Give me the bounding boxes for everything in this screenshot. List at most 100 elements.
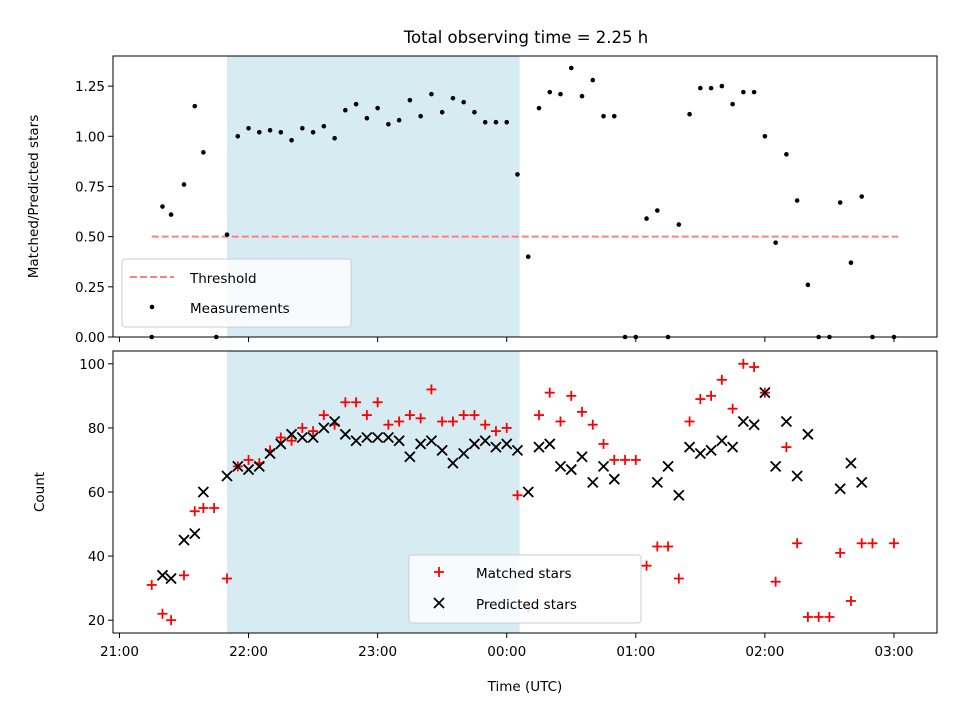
predicted-star-point xyxy=(275,438,287,450)
matched-star-point xyxy=(243,454,254,465)
measurement-point xyxy=(515,172,520,177)
predicted-star-point xyxy=(242,463,255,476)
cross-stroke-b xyxy=(221,470,233,482)
matched-star-point xyxy=(566,390,577,401)
cross-stroke-b xyxy=(165,572,177,585)
cross-stroke-b xyxy=(458,447,470,460)
y-tick-label: 20 xyxy=(88,613,105,629)
legend-predicted-swatch xyxy=(433,597,445,609)
y-tick-label: 1.25 xyxy=(75,79,105,95)
predicted-star-point xyxy=(393,435,405,447)
y-tick-label: 80 xyxy=(88,421,105,437)
measurement-point xyxy=(407,97,413,103)
matched-star-point xyxy=(178,570,189,581)
x-tick-label: 03:00 xyxy=(875,644,914,660)
cross-stroke-b xyxy=(339,428,351,440)
cross-stroke-b xyxy=(522,486,534,498)
predicted-star-point xyxy=(501,438,513,450)
legend-x-marker xyxy=(433,597,445,609)
matched-star-point xyxy=(867,538,878,549)
measurement-point xyxy=(741,89,746,95)
predicted-star-point xyxy=(415,438,427,450)
measurement-point xyxy=(837,200,843,205)
measurement-point xyxy=(461,99,466,105)
measurement-point xyxy=(429,91,434,97)
cross-stroke-b xyxy=(544,438,556,450)
measurement-point xyxy=(181,182,187,187)
measurement-point xyxy=(644,216,649,221)
cross-stroke-b xyxy=(232,460,244,473)
measurement-point xyxy=(773,240,778,245)
predicted-star-point xyxy=(856,476,868,489)
measurement-point xyxy=(655,208,660,213)
measurement-point xyxy=(418,113,423,119)
predicted-star-point xyxy=(587,476,599,489)
matched-star-point xyxy=(146,579,157,590)
cross-stroke-b xyxy=(694,447,706,460)
legend-matched-label: Matched stars xyxy=(476,566,572,582)
legend-plus-marker xyxy=(434,567,444,577)
predicted-star-point xyxy=(791,470,803,482)
matched-star-point xyxy=(544,387,555,398)
matched-star-point xyxy=(673,573,684,584)
matched-star-point xyxy=(394,416,405,427)
matched-star-point xyxy=(275,432,286,443)
measurement-point xyxy=(310,129,316,135)
ratio-axis-ticks: 0.00 0.25 0.50 0.75 1.00 1.25 xyxy=(75,79,895,346)
predicted-star-point xyxy=(608,473,620,485)
measurement-point xyxy=(256,129,262,135)
measurement-point xyxy=(708,85,714,91)
cross-stroke-b xyxy=(533,441,545,453)
cross-stroke-b xyxy=(759,387,771,399)
cross-stroke-b xyxy=(565,463,577,476)
matched-star-point xyxy=(340,397,351,408)
predicted-star-point xyxy=(748,419,760,431)
matched-star-point xyxy=(706,390,717,401)
cross-stroke-b xyxy=(662,460,674,473)
x-tick-label: 22:00 xyxy=(229,644,268,660)
cross-stroke-b xyxy=(576,451,588,463)
cross-stroke-b xyxy=(350,435,362,447)
predicted-star-point xyxy=(447,457,459,469)
measurement-points xyxy=(149,65,897,340)
measurement-point xyxy=(504,119,510,125)
measurement-point xyxy=(590,77,596,83)
matched-star-point xyxy=(533,410,544,421)
predicted-star-point xyxy=(197,486,209,498)
measurement-point xyxy=(698,85,703,91)
matched-star-point xyxy=(490,426,501,437)
matched-star-point xyxy=(501,422,512,433)
predicted-star-point xyxy=(683,441,696,453)
cross-stroke-b xyxy=(511,444,524,456)
matched-star-point xyxy=(447,416,458,427)
predicted-star-point xyxy=(468,438,481,450)
measurement-point xyxy=(805,282,811,288)
matched-star-point xyxy=(189,506,200,517)
cross-stroke-b xyxy=(253,460,265,473)
cross-stroke-b xyxy=(554,460,567,473)
cross-stroke-b xyxy=(501,438,513,450)
ratio-plot-frame xyxy=(112,55,938,338)
measurement-point xyxy=(784,152,789,157)
matched-star-point xyxy=(630,454,641,465)
predicted-star-point xyxy=(371,431,384,444)
predicted-star-point xyxy=(350,435,362,447)
legend-matched-swatch xyxy=(434,567,444,577)
predicted-star-point xyxy=(533,441,545,453)
predicted-star-point xyxy=(458,447,470,460)
predicted-star-point xyxy=(436,444,448,456)
time-x-axis-label: Time (UTC) xyxy=(487,679,563,695)
matched-star-point xyxy=(372,397,383,408)
y-tick-label: 0.75 xyxy=(75,179,105,195)
predicted-star-point xyxy=(339,428,351,440)
predicted-star-point xyxy=(296,431,308,444)
cross-stroke-b xyxy=(242,463,255,476)
cross-stroke-b xyxy=(285,428,298,440)
cross-stroke-b xyxy=(791,470,803,482)
matched-star-point xyxy=(792,538,803,549)
predicted-star-point xyxy=(726,441,739,453)
ratio-panel: 0.00 0.25 0.50 0.75 1.00 1.25 Matched/Predict… xyxy=(26,55,938,346)
matched-star-point xyxy=(663,541,674,552)
matched-star-point xyxy=(222,573,233,584)
matched-star-point xyxy=(297,422,308,433)
